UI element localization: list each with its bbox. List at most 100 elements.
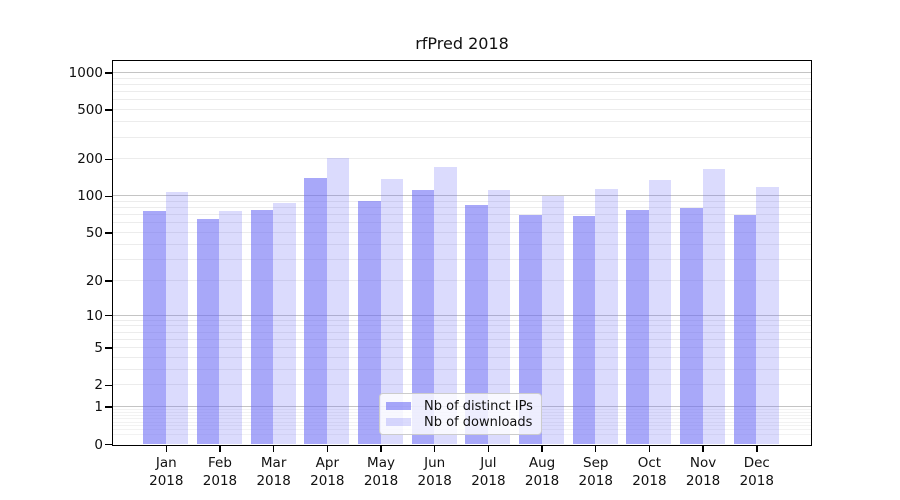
x-label-month: Jun — [424, 455, 446, 471]
x-label-month: Oct — [637, 455, 662, 471]
x-axis-tick-label: Sep 2018 — [561, 455, 631, 490]
x-axis-tick-mark — [594, 446, 597, 452]
gridline — [113, 158, 811, 160]
gridline — [113, 325, 811, 327]
gridline — [113, 319, 811, 321]
legend-swatch-distinct-ips — [386, 402, 411, 410]
bar-distinct-ips-apr — [304, 177, 327, 444]
y-axis-tick-mark — [105, 109, 112, 111]
bar-downloads-dec — [756, 186, 779, 444]
bar-distinct-ips-jan — [143, 211, 166, 444]
x-label-year: 2018 — [471, 472, 506, 489]
gridline — [113, 91, 811, 93]
y-axis-tick-mark — [105, 406, 112, 408]
x-label-year: 2018 — [417, 472, 452, 489]
bar-distinct-ips-feb — [196, 218, 220, 444]
x-axis-tick-mark — [272, 446, 275, 452]
bar-downloads-apr — [326, 157, 350, 444]
gridline — [113, 109, 811, 111]
y-axis-tick-label: 2 — [94, 377, 103, 394]
legend-item-distinct-ips: Nb of distinct IPs — [386, 398, 533, 414]
y-axis-tick-mark — [105, 384, 112, 387]
x-axis-tick-label: Jan 2018 — [131, 455, 201, 490]
bar-distinct-ips-may — [358, 200, 381, 444]
gridline — [113, 121, 811, 123]
y-axis-tick-mark — [105, 443, 112, 446]
bar-distinct-ips-jul — [465, 205, 488, 444]
gridline — [113, 222, 811, 224]
y-axis-tick-label: 200 — [77, 151, 103, 168]
x-label-month: Feb — [208, 455, 232, 471]
bar-downloads-aug — [541, 195, 565, 444]
bar-distinct-ips-sep — [572, 216, 596, 444]
x-axis-tick-mark — [756, 446, 758, 452]
gridline — [113, 331, 811, 333]
gridline — [113, 243, 811, 245]
y-axis-tick-label: 1 — [94, 399, 103, 416]
bar-distinct-ips-oct — [626, 210, 649, 444]
gridline — [113, 77, 811, 79]
y-axis-tick-label: 10 — [85, 307, 103, 324]
x-axis-tick-mark — [702, 446, 704, 452]
gridline — [113, 72, 811, 73]
x-axis-tick-label: May 2018 — [346, 455, 416, 490]
gridline — [113, 338, 811, 340]
x-axis-tick-mark — [487, 446, 490, 452]
chart-title: rfPred 2018 — [415, 34, 509, 53]
gridline — [113, 99, 811, 101]
legend-label-downloads: Nb of downloads — [424, 414, 533, 430]
x-axis-tick-mark — [433, 446, 436, 452]
bar-downloads-jul — [487, 189, 511, 444]
x-label-year: 2018 — [363, 472, 399, 489]
x-axis-tick-label: Aug 2018 — [507, 455, 577, 490]
y-axis-tick-mark — [105, 314, 112, 317]
x-axis-tick-mark — [648, 446, 651, 452]
x-label-year: 2018 — [632, 472, 667, 489]
x-label-year: 2018 — [202, 472, 238, 489]
x-axis-tick-mark — [380, 446, 382, 452]
x-label-year: 2018 — [149, 472, 184, 489]
y-axis-tick-mark — [105, 347, 112, 349]
gridline — [113, 368, 811, 370]
gridline — [113, 207, 811, 209]
bar-downloads-feb — [219, 211, 242, 444]
plot-area — [112, 60, 812, 446]
x-label-month: Dec — [743, 455, 770, 471]
gridline — [113, 232, 811, 234]
x-label-month: May — [367, 455, 395, 471]
x-label-month: Nov — [689, 455, 717, 471]
x-label-year: 2018 — [524, 472, 560, 489]
gridline — [113, 384, 811, 386]
y-axis-tick-mark — [105, 158, 112, 161]
legend: Nb of distinct IPs Nb of downloads — [379, 393, 542, 435]
x-axis-tick-mark — [219, 446, 221, 452]
gridline — [113, 195, 811, 197]
gridline — [113, 356, 811, 358]
x-axis-tick-label: Dec 2018 — [722, 455, 792, 490]
x-axis-tick-label: Oct 2018 — [614, 455, 684, 490]
legend-swatch-downloads — [386, 418, 411, 426]
bar-downloads-oct — [648, 179, 672, 444]
y-axis-tick-label: 100 — [77, 188, 103, 205]
bar-distinct-ips-dec — [733, 214, 757, 444]
x-label-year: 2018 — [310, 472, 345, 489]
x-axis-tick-label: Mar 2018 — [239, 455, 309, 490]
gridline — [113, 347, 811, 349]
x-label-month: Aug — [528, 455, 556, 471]
legend-item-downloads: Nb of downloads — [386, 414, 533, 430]
legend-label-distinct-ips: Nb of distinct IPs — [424, 398, 533, 414]
y-axis-tick-mark — [105, 72, 112, 74]
gridline — [113, 279, 811, 281]
gridline — [113, 136, 811, 138]
x-label-month: Jan — [155, 455, 177, 471]
bar-downloads-mar — [273, 202, 296, 444]
x-axis-tick-mark — [165, 446, 168, 452]
gridline — [113, 83, 811, 85]
bar-downloads-jun — [434, 167, 457, 444]
y-axis-tick-label: 20 — [85, 272, 103, 289]
x-label-year: 2018 — [256, 472, 291, 489]
x-axis-tick-label: Jul 2018 — [453, 455, 523, 490]
gridline — [113, 214, 811, 216]
x-axis-tick-mark — [326, 446, 329, 452]
y-axis-tick-mark — [105, 232, 112, 234]
